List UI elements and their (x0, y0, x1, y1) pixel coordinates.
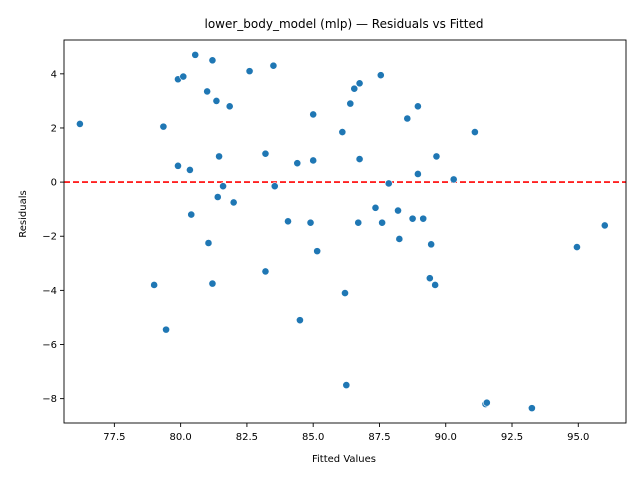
data-point (309, 156, 318, 165)
x-tick-label: 85.0 (302, 432, 324, 443)
data-point (384, 179, 393, 188)
data-point (191, 50, 200, 59)
y-tick-label: −6 (42, 340, 57, 351)
data-point (162, 325, 170, 334)
data-point (270, 182, 279, 191)
chart-title: lower_body_model (mlp) — Residuals vs Fi… (205, 17, 484, 31)
data-point (376, 71, 385, 80)
y-tick-label: −2 (42, 232, 57, 243)
data-point (432, 152, 441, 161)
y-tick-label: −4 (42, 286, 57, 297)
y-tick-label: 2 (51, 123, 57, 134)
data-point (174, 161, 182, 170)
data-point (225, 102, 234, 111)
data-point (245, 67, 254, 76)
data-point (414, 102, 422, 111)
data-point (76, 120, 84, 128)
data-point (229, 198, 238, 207)
data-point (309, 110, 318, 119)
data-point (449, 175, 458, 184)
data-point (346, 99, 355, 108)
data-point (355, 79, 364, 88)
data-point (213, 193, 222, 201)
data-point (204, 239, 213, 247)
data-point (527, 404, 536, 413)
data-point (342, 381, 351, 390)
data-point (187, 210, 196, 219)
data-point (419, 214, 428, 223)
y-tick-label: 4 (51, 69, 57, 80)
data-point (203, 87, 212, 96)
data-point (313, 247, 322, 256)
data-point (350, 84, 359, 93)
x-tick-label: 92.5 (501, 432, 523, 443)
data-point (261, 149, 270, 158)
data-point (378, 218, 387, 227)
data-point (395, 235, 404, 243)
data-point (208, 279, 217, 288)
plot-frame (63, 39, 627, 424)
x-tick-label: 82.5 (236, 432, 258, 443)
data-point (355, 155, 364, 163)
data-point (354, 218, 363, 227)
data-point (212, 97, 221, 105)
data-point (425, 274, 434, 283)
data-point (293, 159, 302, 168)
data-point (403, 114, 412, 123)
data-point (219, 182, 227, 191)
data-point (208, 56, 217, 65)
data-point (338, 128, 347, 136)
data-point (296, 316, 304, 325)
data-point (186, 166, 194, 174)
data-point (341, 289, 349, 297)
y-tick-label: 0 (51, 178, 57, 189)
data-point (159, 122, 168, 131)
plot-area: 77.5 80.0 82.5 85.0 87.5 90.0 92.5 95.0 −8 −6 −4 −2… (42, 39, 627, 443)
data-point (427, 240, 436, 249)
data-point (600, 221, 609, 230)
x-tick-label: 77.5 (103, 432, 125, 443)
x-tick-label: 95.0 (567, 432, 589, 443)
data-point (306, 218, 315, 227)
data-point (573, 243, 581, 251)
x-tick-label: 87.5 (368, 432, 390, 443)
y-tick-label: −8 (42, 394, 57, 405)
x-tick-label: 80.0 (170, 432, 192, 443)
data-point (431, 281, 440, 289)
data-point (414, 170, 422, 178)
data-point (284, 217, 292, 226)
data-point (394, 206, 402, 215)
data-point (482, 398, 491, 407)
data-point (179, 72, 188, 81)
data-point (261, 267, 270, 276)
data-point (269, 61, 278, 70)
data-point (215, 152, 223, 161)
data-point (470, 128, 479, 136)
y-axis-label: Residuals (18, 190, 29, 237)
data-point (408, 214, 417, 223)
x-axis-label: Fitted Values (312, 454, 376, 465)
x-tick-label: 90.0 (435, 432, 457, 443)
data-point (150, 281, 159, 289)
data-point (371, 203, 380, 212)
